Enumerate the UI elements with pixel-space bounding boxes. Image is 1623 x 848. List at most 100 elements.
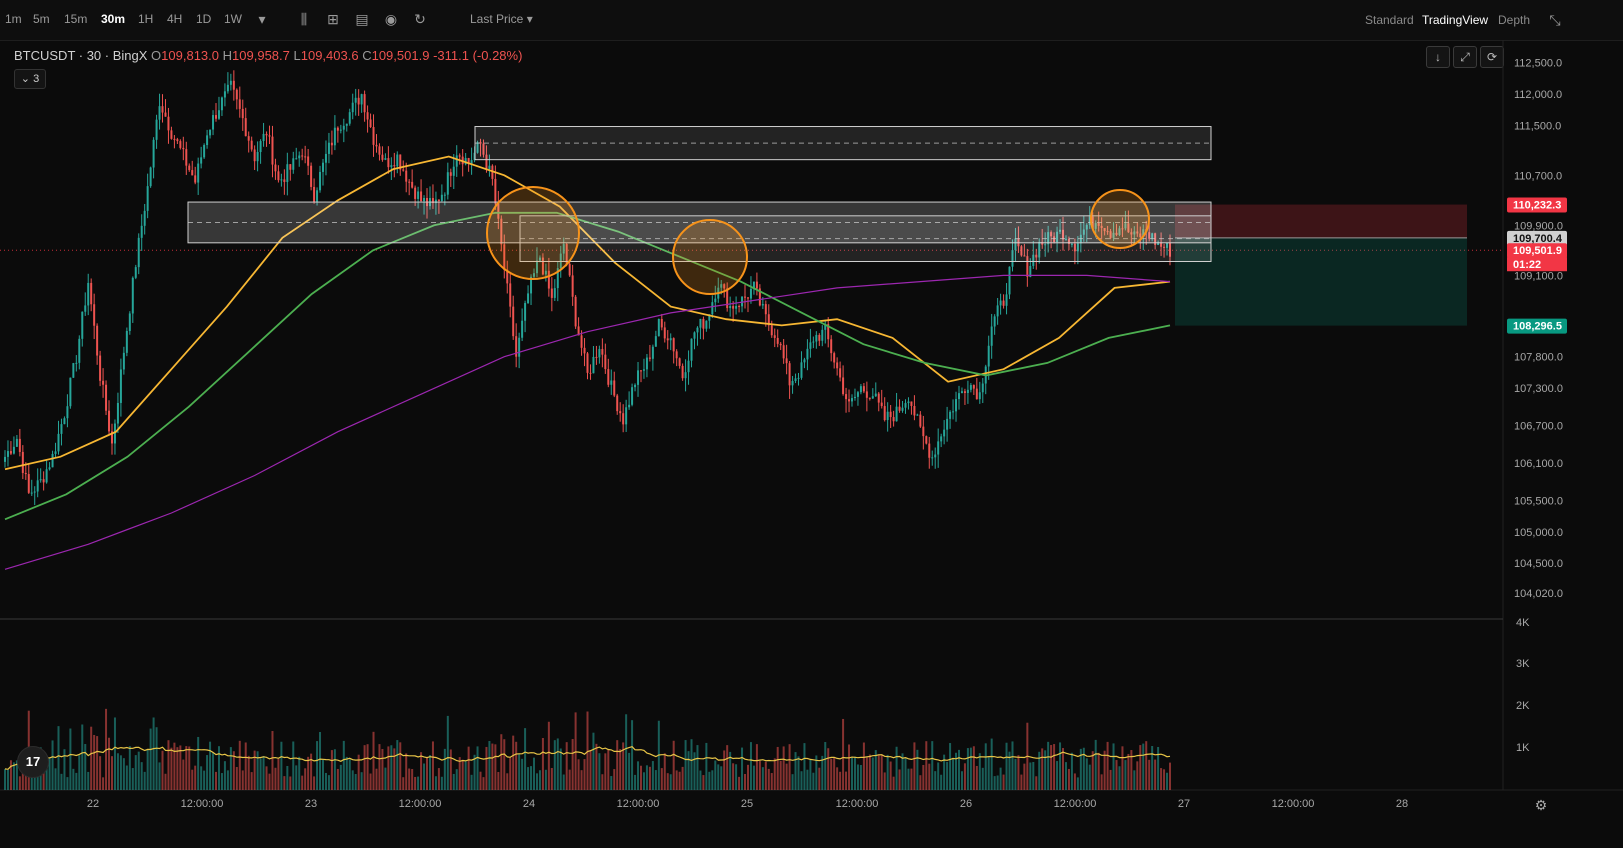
candle-body [592, 356, 595, 374]
price-label-bg [1507, 197, 1567, 213]
gear-icon[interactable]: ⚙ [1534, 797, 1548, 813]
y-tick-label: 105,500.0 [1514, 496, 1563, 508]
volume-bar [188, 746, 191, 790]
view-tab-tradingview[interactable]: TradingView [1422, 13, 1489, 27]
candle-body [1121, 228, 1124, 230]
candle-body [1157, 242, 1160, 245]
volume-bar [937, 762, 940, 790]
volume-bar [1136, 761, 1139, 790]
chart-type-icon[interactable]: ⫼ [300, 11, 308, 27]
camera-icon[interactable]: ◉ [384, 11, 398, 27]
volume-bar [845, 771, 848, 790]
candle-body [889, 411, 892, 418]
timeframe-1m[interactable]: 1m [5, 12, 22, 26]
volume-bar [423, 763, 426, 790]
volume-bar [42, 764, 45, 790]
timeframe-5m[interactable]: 5m [33, 12, 50, 26]
candle-body [69, 377, 72, 407]
timeframe-1w[interactable]: 1W [224, 12, 242, 26]
candle-body [601, 349, 604, 355]
candle-body [824, 324, 827, 330]
candle-body [916, 414, 919, 416]
collapse-icon[interactable]: ⤡ [1549, 12, 1561, 28]
volume-bar [1038, 751, 1041, 790]
indicators-toggle[interactable]: ⌄ 3 [14, 69, 46, 89]
candle-body [794, 378, 797, 381]
volume-bar [1145, 741, 1148, 790]
volume-bar [402, 777, 405, 790]
volume-bar [119, 755, 122, 790]
volume-bar [806, 769, 809, 790]
volume-bar [830, 758, 833, 790]
candle-body [36, 480, 39, 492]
download-icon[interactable]: ↓ [1426, 46, 1450, 68]
candle-body [324, 153, 327, 163]
volume-bar [283, 776, 286, 790]
candle-body [660, 318, 663, 328]
volume-bar [533, 757, 536, 790]
candle-body [9, 451, 12, 454]
candle-body [295, 158, 298, 160]
candle-body [113, 423, 116, 444]
candle-body [1023, 255, 1026, 257]
volume-bar [639, 765, 642, 790]
candle-body [39, 479, 42, 481]
volume-bar [949, 743, 952, 790]
timeframe-4h[interactable]: 4H [167, 12, 183, 26]
volume-bar [987, 756, 990, 790]
candle-body [143, 210, 146, 226]
volume-bar [1002, 774, 1005, 790]
timeframe-15m[interactable]: 15m [64, 12, 88, 26]
price-source-dropdown[interactable]: Last Price ▾ [470, 12, 533, 26]
candle-body [1059, 229, 1062, 232]
templates-icon[interactable]: ▤ [355, 11, 369, 27]
candle-body [874, 393, 877, 397]
volume-bar [651, 761, 654, 790]
candle-body [904, 403, 907, 408]
volume-bar [458, 757, 461, 790]
indicators-icon[interactable]: ⊞ [327, 11, 339, 27]
volume-bar [304, 768, 307, 790]
volume-bar [330, 750, 333, 790]
fullscreen-icon[interactable]: ⤢ [1453, 46, 1477, 68]
volume-bar [333, 749, 336, 790]
candle-body [197, 163, 200, 183]
candle-body [304, 156, 307, 158]
volume-bar [265, 766, 268, 790]
timeframe-1h[interactable]: 1H [138, 12, 154, 26]
candle-body [1062, 229, 1065, 240]
volume-bar [271, 731, 274, 790]
timeframe-30m[interactable]: 30m [101, 12, 126, 26]
candle-body [648, 357, 651, 359]
candle-body [749, 288, 752, 299]
volume-bar [755, 744, 758, 790]
candle-body [1053, 236, 1056, 243]
candle-body [925, 436, 928, 444]
candle-body [610, 380, 613, 385]
volume-bar [853, 756, 856, 790]
candle-body [1094, 223, 1097, 229]
candle-body [440, 194, 443, 201]
candle-body [856, 392, 859, 397]
indicator-count: 3 [33, 73, 40, 85]
candle-body [1166, 242, 1169, 248]
volume-bar [194, 765, 197, 790]
volume-bar [277, 758, 280, 790]
volume-bar [497, 771, 500, 790]
candle-body [470, 160, 473, 164]
candle-body [99, 355, 102, 381]
candle-body [30, 492, 33, 494]
volume-bar [666, 773, 669, 790]
candle-body [1026, 256, 1029, 277]
candle-body [411, 181, 414, 188]
volume-bar [256, 751, 259, 790]
replay-icon[interactable]: ↻ [414, 11, 426, 27]
timeframe-1d[interactable]: 1D [196, 12, 212, 26]
view-tab-standard[interactable]: Standard [1365, 13, 1414, 27]
volume-bar [586, 711, 589, 790]
price-label-bg [1507, 243, 1567, 259]
view-tab-depth[interactable]: Depth [1498, 13, 1531, 27]
chevron-down-icon[interactable]: ▾ [258, 11, 266, 27]
candle-body [381, 154, 384, 160]
